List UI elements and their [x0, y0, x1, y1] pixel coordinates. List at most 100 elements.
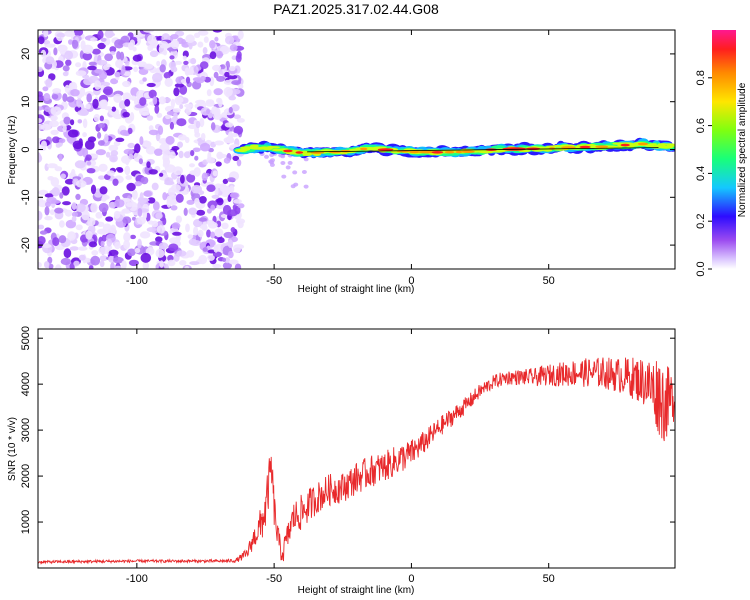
- noise-speck: [137, 208, 143, 217]
- noise-speck: [213, 71, 219, 79]
- noise-speck: [189, 66, 194, 76]
- x-tick-label: -50: [266, 573, 282, 585]
- signal-peak: [455, 150, 463, 154]
- noise-speck: [169, 55, 175, 60]
- noise-speck: [222, 262, 232, 269]
- noise-speck: [127, 248, 136, 257]
- noise-speck: [75, 180, 87, 188]
- noise-speck: [227, 250, 234, 259]
- noise-speck: [45, 78, 53, 88]
- noise-speck: [130, 95, 137, 101]
- noise-speck: [189, 261, 200, 266]
- noise-speck: [155, 212, 163, 220]
- y-tick-label: 3000: [20, 418, 32, 442]
- noise-speck: [210, 122, 216, 131]
- noise-speck: [173, 112, 178, 119]
- colorbar-tick-label: 0.0: [695, 261, 707, 276]
- noise-speck: [237, 30, 244, 40]
- noise-speck: [136, 216, 146, 225]
- noise-speck: [183, 207, 188, 216]
- noise-speck: [201, 172, 208, 181]
- noise-speck: [158, 96, 166, 105]
- noise-speck: [54, 166, 63, 172]
- noise-speck: [132, 54, 142, 62]
- noise-speck: [156, 225, 166, 234]
- noise-speck: [168, 187, 176, 197]
- noise-speck: [183, 151, 191, 159]
- y-tick-label: 2000: [20, 464, 32, 488]
- noise-speck: [195, 120, 201, 129]
- noise-speck: [209, 51, 217, 60]
- noise-speck: [57, 44, 68, 53]
- noise-speck: [134, 181, 142, 187]
- noise-speck: [215, 161, 222, 167]
- noise-speck: [86, 161, 92, 166]
- noise-speck: [234, 263, 242, 269]
- noise-speck: [133, 152, 140, 162]
- noise-speck: [90, 37, 98, 42]
- noise-speck: [97, 30, 104, 40]
- noise-speck: [51, 94, 59, 100]
- noise-speck: [102, 223, 112, 233]
- colorbar: 0.0 0.2 0.4 0.6 0.8 Normalized spectral ampl…: [695, 30, 748, 277]
- noise-speck: [129, 112, 135, 122]
- noise-speck: [44, 206, 50, 216]
- noise-speck: [165, 114, 171, 120]
- noise-speck: [187, 124, 198, 129]
- noise-speck: [210, 204, 216, 211]
- noise-speck: [133, 66, 139, 73]
- noise-speck: [194, 155, 199, 161]
- noise-speck: [223, 157, 231, 164]
- noise-speck: [102, 88, 112, 94]
- signal-peak: [418, 150, 434, 154]
- noise-speck: [98, 163, 108, 172]
- noise-speck: [98, 122, 106, 129]
- noise-speck: [71, 202, 77, 210]
- noise-speck: [64, 209, 73, 217]
- noise-speck: [290, 184, 296, 189]
- noise-speck: [59, 220, 65, 228]
- noise-speck: [292, 170, 298, 175]
- noise-speck: [206, 229, 211, 238]
- noise-speck: [186, 173, 196, 183]
- noise-speck: [97, 140, 105, 146]
- noise-speck: [110, 224, 117, 235]
- noise-speck: [224, 122, 234, 128]
- noise-speck: [142, 261, 150, 269]
- noise-speck: [198, 217, 207, 222]
- noise-speck: [206, 184, 216, 192]
- noise-speck: [170, 205, 178, 211]
- noise-speck: [92, 48, 101, 55]
- noise-speck: [200, 76, 206, 81]
- noise-speck: [140, 176, 149, 185]
- noise-speck: [199, 61, 209, 69]
- noise-speck: [212, 64, 222, 72]
- noise-speck: [227, 239, 234, 249]
- noise-speck: [113, 113, 123, 120]
- signal-peak: [461, 150, 475, 153]
- noise-speck: [45, 43, 56, 48]
- noise-speck: [104, 106, 113, 111]
- colorbar-tick-label: 0.6: [695, 118, 707, 133]
- noise-speck: [73, 260, 80, 267]
- noise-speck: [227, 209, 238, 217]
- noise-speck: [85, 230, 93, 240]
- noise-speck: [178, 134, 187, 141]
- noise-speck: [232, 155, 240, 161]
- noise-speck: [222, 257, 227, 262]
- noise-speck: [98, 71, 108, 80]
- noise-speck: [69, 246, 80, 251]
- noise-speck: [198, 254, 208, 265]
- signal-peak: [620, 143, 630, 147]
- noise-speck: [200, 133, 206, 141]
- signal-peak: [295, 151, 304, 154]
- noise-speck: [60, 173, 66, 179]
- noise-speck: [87, 65, 97, 71]
- noise-speck: [127, 127, 133, 135]
- noise-speck: [137, 238, 142, 249]
- noise-speck: [217, 237, 225, 244]
- noise-speck: [214, 186, 219, 197]
- noise-speck: [123, 71, 132, 76]
